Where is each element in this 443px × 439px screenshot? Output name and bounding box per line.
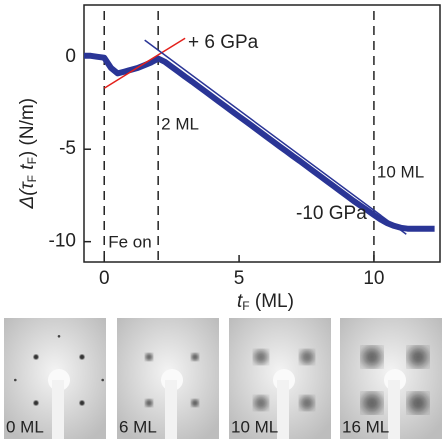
leed-label: 10 ML — [231, 417, 278, 436]
leed-gun-stem — [52, 380, 64, 439]
x-axis-label-part: (ML) — [250, 291, 294, 312]
leed-spot — [300, 396, 314, 410]
leed-spot — [191, 353, 199, 361]
leed-spot — [33, 400, 39, 406]
leed-spot — [145, 399, 153, 407]
fit-label: + 6 GPa — [188, 32, 259, 53]
leed-spot — [191, 399, 199, 407]
y-tick-label: -10 — [49, 231, 76, 252]
plot-frame — [83, 4, 441, 263]
leed-label: 16 ML — [342, 417, 389, 436]
leed-gun-stem — [388, 380, 400, 439]
leed-spot — [254, 350, 268, 364]
x-axis-label-part: F — [242, 299, 249, 313]
leed-gun-stem — [165, 380, 177, 439]
y-axis-label-part: ) (N/m) — [17, 98, 38, 157]
leed-spot — [408, 393, 428, 413]
leed-spot — [79, 354, 85, 360]
fit-label: -10 GPa — [296, 203, 367, 224]
x-tick-label: 0 — [99, 268, 110, 289]
y-tick-label: -5 — [59, 138, 76, 159]
marker-label: 2 ML — [161, 114, 199, 133]
leed-spot — [362, 347, 382, 367]
leed-gun-stem — [277, 380, 289, 439]
fit-line — [144, 39, 407, 235]
y-axis-label-part: t — [17, 164, 38, 175]
marker-label: Fe on — [108, 232, 151, 251]
leed-spot — [79, 400, 85, 406]
leed-spot — [408, 347, 428, 367]
x-axis-label: tF (ML) — [237, 291, 294, 313]
fit-line — [103, 37, 186, 89]
leed-spot — [101, 378, 104, 382]
x-tick-label: 5 — [234, 268, 245, 289]
leed-spot — [33, 354, 39, 360]
y-axis-label-part: F — [25, 175, 39, 182]
y-axis-label-part: F — [25, 157, 39, 164]
y-tick-label: 0 — [65, 46, 76, 67]
leed-image: 6 ML — [117, 318, 219, 439]
marker-label: 10 ML — [377, 162, 424, 181]
leed-spot — [145, 353, 153, 361]
x-tick-label: 10 — [363, 268, 384, 289]
leed-image: 10 ML — [229, 318, 331, 439]
leed-image: 16 ML — [340, 318, 442, 439]
leed-spot — [14, 378, 17, 382]
leed-spot — [57, 335, 61, 338]
leed-spot — [254, 396, 268, 410]
x-axis-label-part: t — [237, 291, 243, 312]
leed-label: 0 ML — [6, 417, 44, 436]
leed-spot — [362, 393, 382, 413]
leed-image: 0 ML — [4, 318, 106, 439]
y-axis-label: Δ(τF tF) (N/m) — [17, 98, 39, 210]
leed-spot — [300, 350, 314, 364]
data-line — [84, 52, 435, 232]
y-axis-label-part: Δ(τ — [17, 180, 38, 209]
leed-label: 6 ML — [119, 417, 157, 436]
